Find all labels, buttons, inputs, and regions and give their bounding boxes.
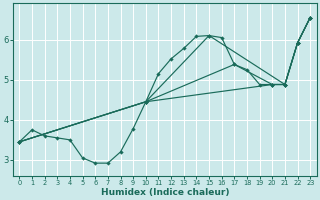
X-axis label: Humidex (Indice chaleur): Humidex (Indice chaleur): [100, 188, 229, 197]
